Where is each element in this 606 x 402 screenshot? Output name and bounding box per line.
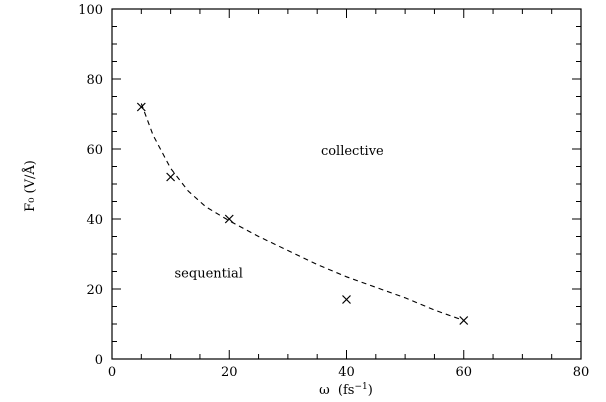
data-point bbox=[342, 295, 351, 304]
fit-curve bbox=[140, 103, 464, 322]
x-axis-label-base: ω bbox=[319, 383, 330, 398]
x-tick-label: 0 bbox=[108, 365, 116, 380]
y-tick-label: 80 bbox=[86, 73, 103, 88]
y-tick-label: 20 bbox=[86, 283, 103, 298]
y-tick-label: 100 bbox=[78, 3, 103, 18]
x-tick-label: 20 bbox=[221, 365, 238, 380]
y-tick-label: 60 bbox=[86, 143, 103, 158]
annotations: collective sequential bbox=[175, 144, 385, 282]
x-axis-label: ω (fs−1) bbox=[319, 382, 373, 398]
x-axis-label-paren: (fs bbox=[338, 383, 355, 398]
region-label: collective bbox=[321, 144, 384, 159]
region-label: sequential bbox=[175, 266, 243, 281]
x-tick-label: 60 bbox=[455, 365, 472, 380]
data-markers bbox=[136, 102, 469, 325]
data-point bbox=[166, 172, 176, 182]
y-axis-label: F₀ (V/Å) bbox=[22, 160, 38, 212]
x-axis-label-sup: −1 bbox=[354, 382, 367, 392]
data-point bbox=[459, 316, 469, 325]
x-tick-label: 80 bbox=[573, 365, 590, 380]
y-tick-label: 0 bbox=[95, 353, 103, 368]
data-point bbox=[136, 102, 146, 112]
data-point bbox=[224, 214, 234, 224]
axis-tick-labels: 0 20 40 60 80 0 20 40 60 80 100 bbox=[78, 3, 589, 380]
x-tick-label: 40 bbox=[338, 365, 355, 380]
axis-ticks bbox=[112, 9, 581, 359]
x-axis-label-close: ) bbox=[368, 383, 373, 398]
y-tick-label: 40 bbox=[86, 213, 103, 228]
